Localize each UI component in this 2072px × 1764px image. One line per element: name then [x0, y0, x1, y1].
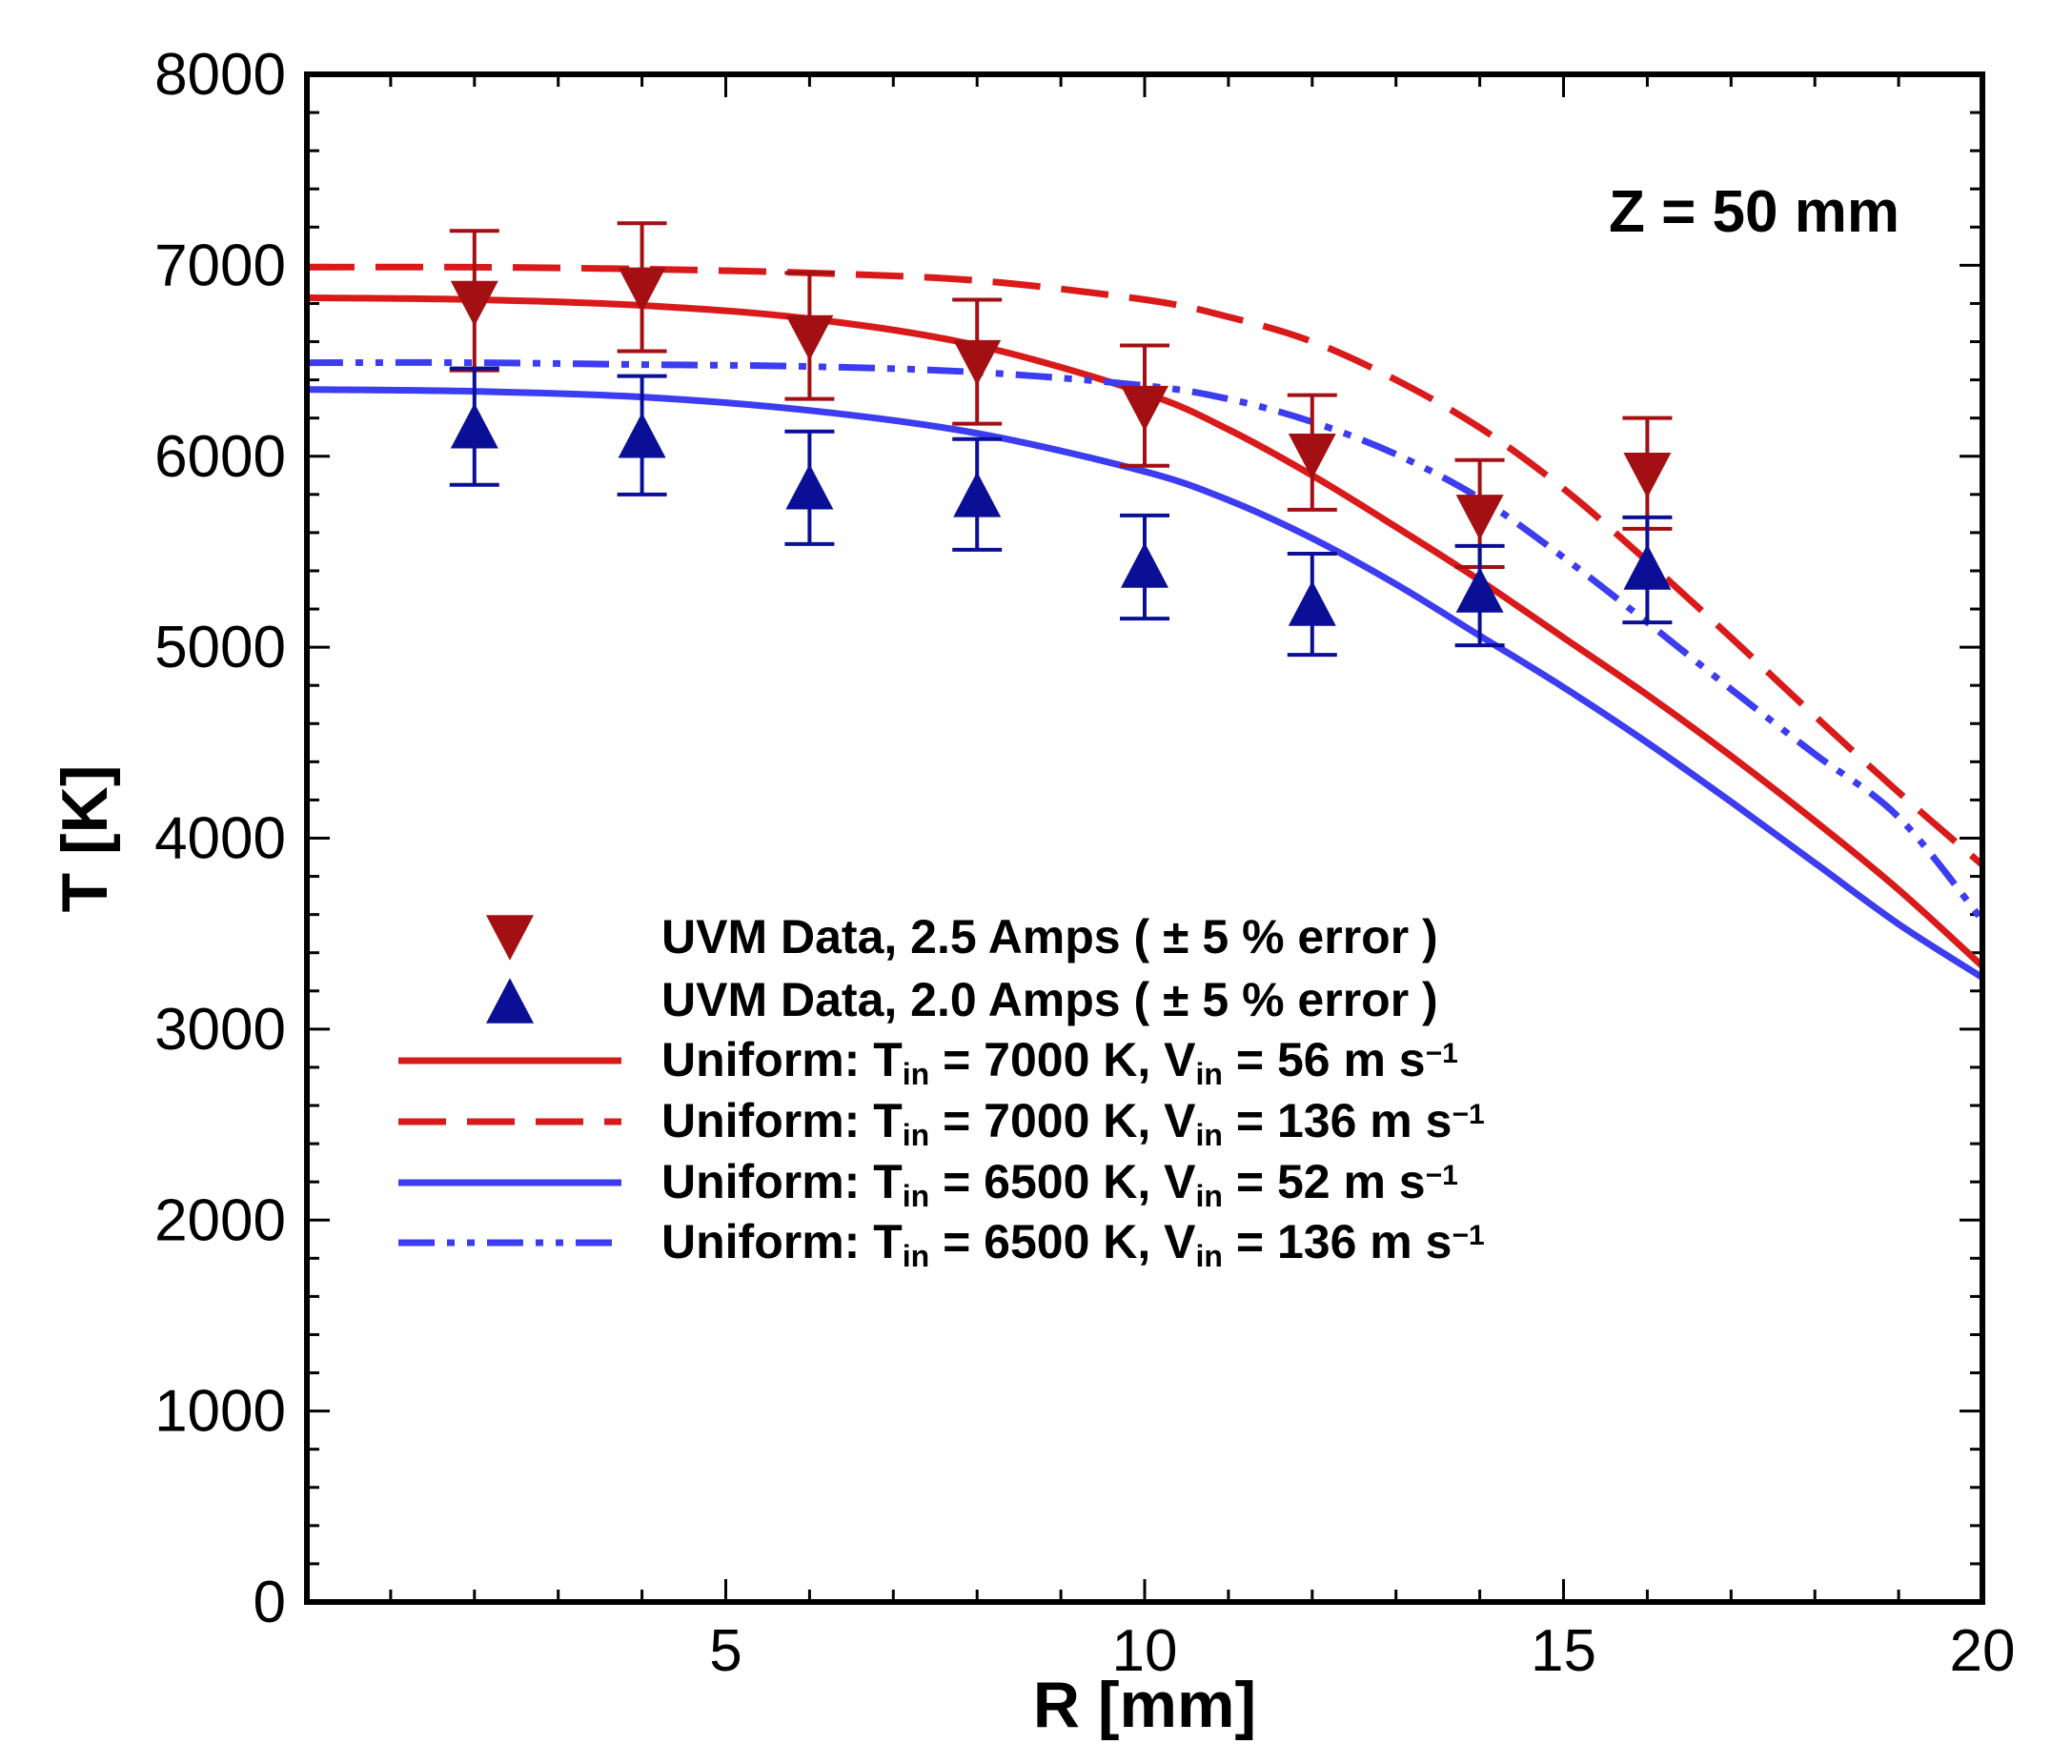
annotation-z: Z = 50 mm — [1609, 179, 1899, 245]
data-point-triangle-up — [1121, 542, 1168, 588]
legend-label-part: Uniform: T — [661, 1033, 903, 1086]
legend-subscript: in — [903, 1179, 929, 1213]
legend-label-part: Uniform: T — [661, 1094, 903, 1147]
y-tick-label: 2000 — [154, 1187, 286, 1253]
legend-subscript: in — [1196, 1239, 1223, 1273]
legend-label-part: = 136 m s — [1223, 1094, 1452, 1147]
legend-label-part: = 6500 K, V — [929, 1215, 1196, 1268]
legend-subscript: in — [1196, 1057, 1223, 1091]
x-tick-label: 15 — [1531, 1618, 1596, 1684]
legend-label-part: Uniform: T — [661, 1155, 903, 1208]
y-tick-label: 8000 — [154, 42, 286, 108]
legend-label: Uniform: Tin = 6500 K, Vin = 52 m s−1 — [661, 1155, 1458, 1213]
y-axis-title: T [K] — [49, 765, 121, 913]
legend-supscript: −1 — [1452, 1099, 1484, 1130]
data-point-triangle-down — [1623, 453, 1672, 498]
legend-label-part: = 6500 K, V — [929, 1155, 1196, 1208]
data-point-triangle-up — [785, 464, 834, 510]
x-tick-label: 20 — [1950, 1618, 2016, 1684]
x-tick-label: 5 — [709, 1618, 741, 1684]
data-markers — [449, 221, 1673, 658]
legend-label: UVM Data, 2.5 Amps ( ± 5 % error ) — [661, 910, 1438, 963]
legend-subscript: in — [1196, 1179, 1223, 1213]
legend-label-part: Uniform: T — [661, 1215, 903, 1268]
y-tick-label: 5000 — [154, 615, 286, 680]
legend-label: Uniform: Tin = 6500 K, Vin = 136 m s−1 — [661, 1215, 1485, 1273]
legend-label-part: = 52 m s — [1223, 1155, 1426, 1208]
legend-subscript: in — [903, 1057, 929, 1091]
data-point-triangle-down — [1288, 434, 1336, 479]
data-point-triangle-up — [1288, 580, 1336, 626]
y-tick-label: 1000 — [154, 1379, 286, 1445]
legend-supscript: −1 — [1452, 1220, 1484, 1251]
legend: UVM Data, 2.5 Amps ( ± 5 % error ) UVM Da… — [398, 910, 1485, 1273]
series-line-3 — [306, 386, 1984, 981]
data-point-triangle-down — [1455, 495, 1504, 540]
data-point-triangle-up — [1455, 567, 1504, 613]
legend-subscript: in — [1196, 1118, 1223, 1152]
legend-subscript: in — [903, 1118, 929, 1152]
x-axis-title: R [mm] — [1033, 1669, 1256, 1741]
y-tick-label: 3000 — [154, 997, 286, 1063]
axis-tick-labels: 5 10 15 20 0 1000 2000 3000 4000 5000 6000 7000 8000 — [154, 42, 2015, 1684]
data-point-triangle-down — [618, 267, 666, 314]
legend-label-part: = 7000 K, V — [929, 1094, 1196, 1147]
legend-marker-triangle-up — [486, 978, 534, 1024]
x-tick-label: 10 — [1112, 1618, 1178, 1684]
data-point-triangle-up — [450, 402, 498, 449]
legend-label-part: = 136 m s — [1223, 1215, 1452, 1268]
legend-label: UVM Data, 2.0 Amps ( ± 5 % error ) — [661, 973, 1438, 1026]
data-point-triangle-down — [1121, 385, 1168, 432]
data-point-triangle-up — [1623, 544, 1672, 590]
legend-label: Uniform: Tin = 7000 K, Vin = 136 m s−1 — [661, 1094, 1485, 1152]
data-point-triangle-down — [953, 339, 1002, 386]
data-point-triangle-up — [618, 412, 666, 458]
legend-label: Uniform: Tin = 7000 K, Vin = 56 m s−1 — [661, 1033, 1458, 1091]
legend-subscript: in — [903, 1239, 929, 1273]
y-tick-label: 4000 — [154, 806, 286, 872]
data-point-triangle-down — [450, 280, 498, 327]
y-tick-label: 0 — [254, 1570, 286, 1635]
y-tick-label: 7000 — [154, 233, 286, 298]
legend-marker-triangle-down — [486, 915, 534, 961]
data-point-triangle-up — [953, 472, 1002, 517]
data-point-triangle-down — [785, 314, 834, 361]
legend-label-part: = 56 m s — [1223, 1033, 1426, 1086]
legend-label-part: = 7000 K, V — [929, 1033, 1196, 1086]
plot-frame — [304, 71, 1985, 1605]
legend-supscript: −1 — [1426, 1160, 1458, 1191]
y-tick-label: 6000 — [154, 424, 286, 490]
legend-supscript: −1 — [1426, 1038, 1458, 1069]
